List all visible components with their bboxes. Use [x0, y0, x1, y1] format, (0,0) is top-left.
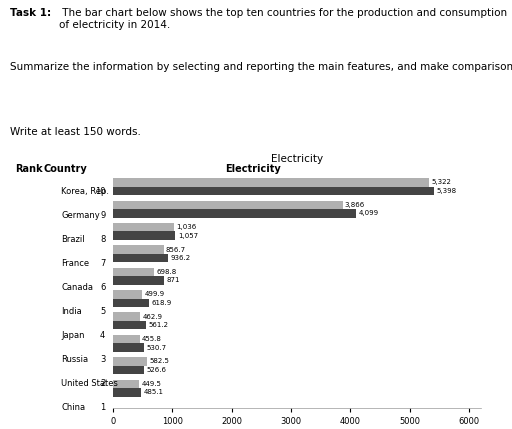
Text: 5,322: 5,322 — [432, 179, 452, 185]
Text: 856.7: 856.7 — [166, 247, 186, 253]
Bar — [113, 254, 168, 263]
Bar — [113, 232, 176, 240]
Text: 455.8: 455.8 — [142, 336, 162, 342]
Text: 618.9: 618.9 — [152, 300, 172, 306]
Bar — [113, 380, 139, 388]
Text: 462.9: 462.9 — [142, 314, 162, 320]
Bar — [113, 223, 174, 232]
Text: Canada: Canada — [61, 283, 93, 292]
Bar — [113, 245, 163, 254]
Text: 499.9: 499.9 — [145, 291, 165, 297]
Text: 2: 2 — [100, 379, 105, 388]
Bar — [113, 187, 434, 195]
Bar — [113, 357, 147, 366]
Bar — [113, 366, 144, 374]
Text: 5: 5 — [100, 307, 105, 316]
Text: Electricity: Electricity — [225, 164, 281, 174]
Text: 4,099: 4,099 — [359, 210, 379, 216]
Text: France: France — [61, 259, 89, 268]
Text: 1,057: 1,057 — [178, 233, 198, 239]
Title: Electricity: Electricity — [271, 154, 323, 164]
Text: 485.1: 485.1 — [144, 390, 164, 396]
Text: 582.5: 582.5 — [150, 359, 169, 365]
Bar — [113, 178, 429, 187]
Bar — [113, 201, 343, 209]
Text: 449.5: 449.5 — [142, 381, 162, 387]
Text: 561.2: 561.2 — [148, 322, 168, 328]
Text: Country: Country — [44, 164, 87, 174]
Text: 526.6: 526.6 — [146, 367, 166, 373]
Text: Summarize the information by selecting and reporting the main features, and make: Summarize the information by selecting a… — [10, 62, 512, 72]
Text: 4: 4 — [100, 331, 105, 340]
Text: Russia: Russia — [61, 355, 88, 364]
Text: 1: 1 — [100, 403, 105, 412]
Text: Write at least 150 words.: Write at least 150 words. — [10, 127, 141, 137]
Bar — [113, 312, 140, 321]
Text: 3: 3 — [100, 355, 105, 364]
Text: China: China — [61, 403, 85, 412]
Text: Rank: Rank — [15, 164, 43, 174]
Text: 530.7: 530.7 — [146, 344, 167, 350]
Text: 936.2: 936.2 — [170, 255, 191, 261]
Text: The bar chart below shows the top ten countries for the production and consumpti: The bar chart below shows the top ten co… — [59, 8, 507, 30]
Text: United States: United States — [61, 379, 118, 388]
Text: 698.8: 698.8 — [157, 269, 177, 275]
Bar — [113, 276, 164, 285]
Text: 8: 8 — [100, 235, 105, 244]
Bar — [113, 388, 141, 397]
Bar — [113, 268, 154, 276]
Bar — [113, 209, 356, 218]
Text: 5,398: 5,398 — [436, 188, 456, 194]
Text: 7: 7 — [100, 259, 105, 268]
Text: 1,036: 1,036 — [177, 224, 197, 230]
Text: 9: 9 — [100, 211, 105, 220]
Text: Japan: Japan — [61, 331, 84, 340]
Bar — [113, 299, 150, 307]
Bar — [113, 343, 144, 352]
Bar — [113, 335, 140, 343]
Text: 10: 10 — [95, 187, 105, 196]
Bar — [113, 290, 142, 299]
Text: Germany: Germany — [61, 211, 100, 220]
Text: Brazil: Brazil — [61, 235, 84, 244]
Bar — [113, 321, 146, 329]
Text: Korea, Rep.: Korea, Rep. — [61, 187, 109, 196]
Text: 3,866: 3,866 — [345, 202, 365, 208]
Text: Task 1:: Task 1: — [10, 8, 51, 18]
Text: 871: 871 — [167, 278, 180, 284]
Text: 6: 6 — [100, 283, 105, 292]
Text: India: India — [61, 307, 82, 316]
